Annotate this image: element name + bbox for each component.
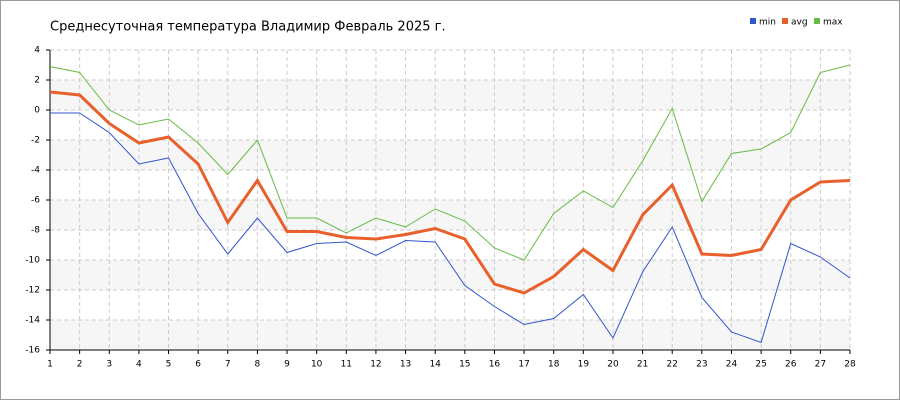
x-tick-label: 27 bbox=[815, 360, 826, 370]
y-tick-label: 0 bbox=[34, 106, 40, 116]
x-tick-label: 8 bbox=[255, 360, 261, 370]
legend-swatch bbox=[750, 18, 756, 24]
x-tick-label: 14 bbox=[429, 360, 441, 370]
x-tick-label: 4 bbox=[136, 360, 142, 370]
x-tick-label: 16 bbox=[489, 360, 501, 370]
y-tick-label: -2 bbox=[31, 136, 40, 146]
y-tick-label: -8 bbox=[31, 226, 40, 236]
band bbox=[50, 260, 850, 290]
legend-label: avg bbox=[791, 18, 808, 28]
x-tick-label: 9 bbox=[284, 360, 290, 370]
y-tick-label: -6 bbox=[31, 196, 40, 206]
x-tick-label: 10 bbox=[311, 360, 323, 370]
x-tick-label: 13 bbox=[400, 360, 411, 370]
x-tick-label: 5 bbox=[166, 360, 172, 370]
x-tick-label: 28 bbox=[844, 360, 856, 370]
x-tick-label: 6 bbox=[195, 360, 201, 370]
chart-title: Среднесуточная температура Владимир Февр… bbox=[50, 20, 446, 35]
series-line bbox=[49, 64, 851, 261]
y-tick-label: -4 bbox=[31, 166, 40, 176]
x-tick-label: 20 bbox=[607, 360, 619, 370]
x-tick-label: 21 bbox=[637, 360, 648, 370]
x-tick-label: 11 bbox=[341, 360, 352, 370]
x-tick-label: 1 bbox=[47, 360, 53, 370]
y-tick-label: -16 bbox=[25, 346, 40, 356]
y-tick-label: 4 bbox=[34, 46, 40, 56]
x-tick-label: 7 bbox=[225, 360, 231, 370]
y-tick-label: 2 bbox=[34, 76, 40, 86]
legend-swatch bbox=[814, 18, 820, 24]
x-tick-label: 12 bbox=[370, 360, 381, 370]
y-tick-label: -12 bbox=[25, 286, 40, 296]
band bbox=[50, 140, 850, 170]
x-tick-label: 24 bbox=[726, 360, 738, 370]
x-tick-label: 15 bbox=[459, 360, 470, 370]
x-tick-label: 25 bbox=[755, 360, 766, 370]
series-line bbox=[49, 90, 851, 295]
x-tick-label: 26 bbox=[785, 360, 797, 370]
x-tick-label: 2 bbox=[77, 360, 83, 370]
x-tick-label: 3 bbox=[106, 360, 112, 370]
band bbox=[50, 80, 850, 110]
x-tick-label: 17 bbox=[518, 360, 529, 370]
x-tick-label: 22 bbox=[666, 360, 677, 370]
x-tick-label: 23 bbox=[696, 360, 707, 370]
x-tick-label: 18 bbox=[548, 360, 560, 370]
legend-label: min bbox=[759, 18, 776, 28]
y-tick-label: -14 bbox=[25, 316, 40, 326]
x-tick-label: 19 bbox=[578, 360, 590, 370]
band bbox=[50, 320, 850, 350]
legend-swatch bbox=[782, 18, 788, 24]
series-line bbox=[50, 112, 851, 344]
legend-label: max bbox=[823, 18, 843, 28]
y-tick-label: -10 bbox=[25, 256, 40, 266]
